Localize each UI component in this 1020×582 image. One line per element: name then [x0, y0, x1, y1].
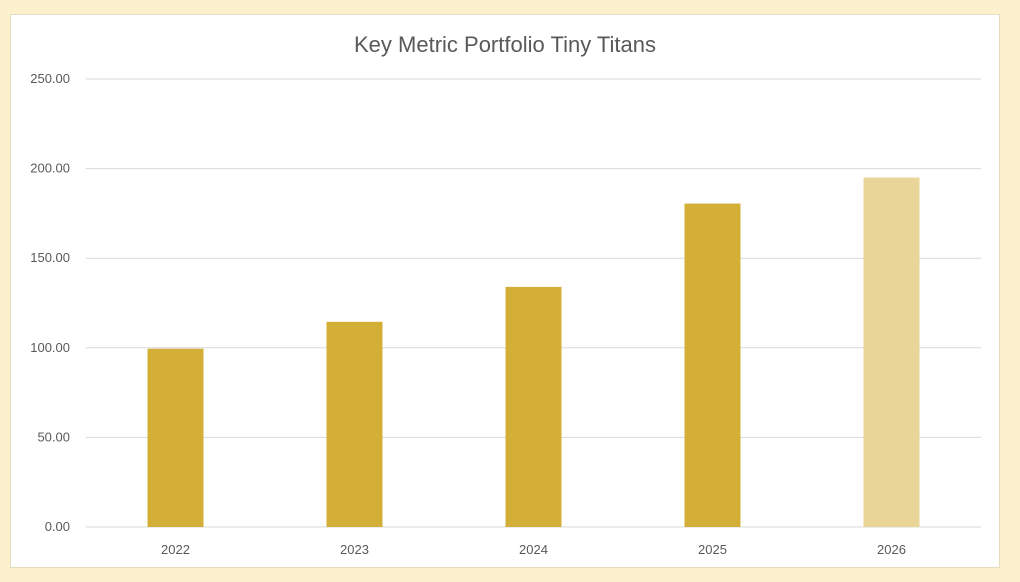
y-tick-label: 200.00 [30, 161, 70, 176]
bar-2023 [326, 321, 383, 527]
bar-2025 [684, 203, 741, 527]
chart-card: Key Metric Portfolio Tiny Titans 0.00 50.… [10, 14, 1000, 568]
bar-2024 [505, 286, 562, 527]
x-tick-label: 2025 [698, 542, 727, 557]
bar-2022 [147, 348, 204, 527]
chart-title: Key Metric Portfolio Tiny Titans [354, 32, 656, 57]
y-tick-label: 50.00 [37, 429, 70, 444]
bar-chart-plot: 0.00 50.00 100.00 150.00 200.00 250.00 2022 202… [30, 71, 981, 557]
x-tick-label: 2026 [877, 542, 906, 557]
y-tick-label: 150.00 [30, 250, 70, 265]
y-tick-label: 100.00 [30, 340, 70, 355]
x-tick-label: 2023 [340, 542, 369, 557]
x-tick-label: 2022 [161, 542, 190, 557]
x-tick-label: 2024 [519, 542, 548, 557]
bar-2026 [863, 177, 920, 527]
y-tick-label: 250.00 [30, 71, 70, 86]
y-tick-label: 0.00 [45, 519, 70, 534]
